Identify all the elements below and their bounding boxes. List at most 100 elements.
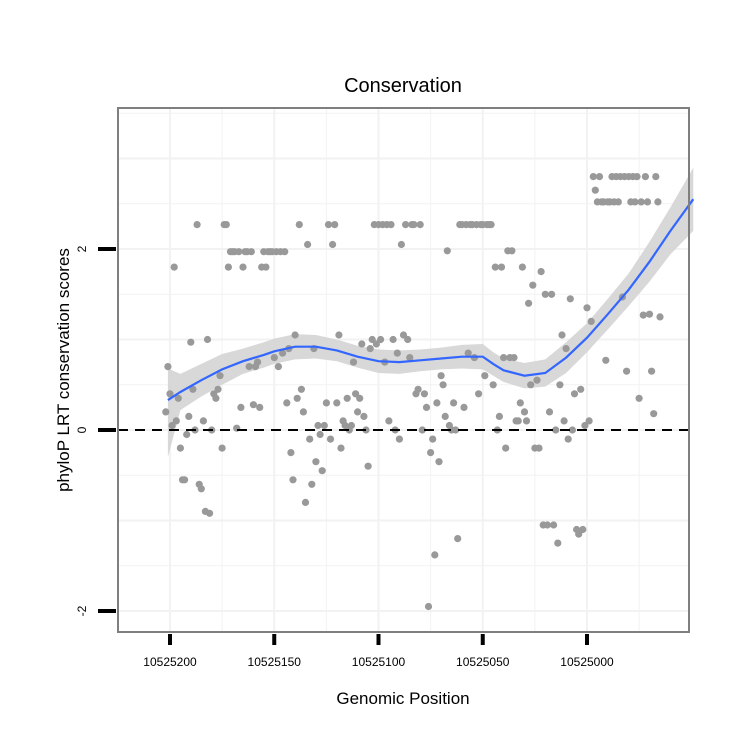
data-point <box>489 381 497 389</box>
data-point <box>287 449 295 457</box>
data-point <box>368 335 376 344</box>
data-point <box>187 338 195 346</box>
data-point <box>203 335 212 344</box>
data-point <box>552 426 560 434</box>
data-point <box>247 248 255 256</box>
data-point <box>487 221 495 229</box>
data-point <box>522 417 531 425</box>
data-point <box>556 381 564 389</box>
data-point <box>475 390 483 398</box>
data-point <box>414 385 422 393</box>
data-point <box>212 394 220 402</box>
data-point <box>564 435 572 443</box>
data-point <box>643 198 652 206</box>
data-point <box>429 435 437 443</box>
data-point <box>324 221 333 229</box>
data-point <box>214 385 222 393</box>
data-point <box>587 317 595 325</box>
data-point <box>301 498 310 506</box>
data-point <box>297 385 305 393</box>
data-point <box>645 310 654 318</box>
data-point <box>314 421 322 430</box>
data-point <box>648 367 656 375</box>
data-point <box>635 394 643 402</box>
data-point <box>366 345 374 353</box>
data-point <box>518 263 527 271</box>
data-point <box>439 381 447 389</box>
data-point <box>299 408 307 416</box>
data-point <box>623 367 631 375</box>
data-point <box>372 340 380 348</box>
data-point <box>318 467 326 475</box>
data-point <box>270 354 278 362</box>
data-point <box>393 349 401 357</box>
y-axis: -2 0 2 <box>75 245 116 616</box>
data-point <box>360 412 368 420</box>
data-point <box>279 349 287 357</box>
data-point <box>508 247 516 255</box>
data-point <box>637 198 645 206</box>
data-point <box>316 430 324 439</box>
smooth-line <box>167 198 695 402</box>
data-point <box>164 363 172 371</box>
data-point <box>656 313 664 321</box>
data-points <box>162 173 664 611</box>
data-point <box>464 349 472 357</box>
data-point <box>329 240 337 249</box>
data-point <box>410 221 418 229</box>
y-axis-label: phyloP LRT conservation scores <box>54 248 73 492</box>
data-point <box>585 417 593 425</box>
data-point <box>500 354 508 362</box>
data-point <box>235 248 243 256</box>
data-point <box>491 263 499 271</box>
data-point <box>245 363 253 371</box>
data-point <box>347 421 355 430</box>
data-point <box>497 263 506 271</box>
data-point <box>326 435 335 443</box>
data-point <box>222 221 230 229</box>
data-point <box>176 444 184 452</box>
data-point <box>283 399 291 407</box>
data-point <box>274 363 282 371</box>
data-point <box>533 376 541 384</box>
data-point <box>256 403 264 411</box>
data-point <box>224 263 232 271</box>
data-point <box>333 399 341 407</box>
data-point <box>395 435 403 443</box>
data-point <box>206 509 214 517</box>
data-point <box>543 521 552 529</box>
data-point <box>249 401 257 409</box>
data-point <box>650 410 658 418</box>
data-point <box>652 173 660 181</box>
data-point <box>527 381 535 389</box>
data-point <box>481 372 489 380</box>
data-point <box>566 295 574 303</box>
data-point <box>581 421 589 430</box>
data-point <box>537 268 545 276</box>
data-point <box>454 535 462 543</box>
data-point <box>239 263 247 271</box>
data-point <box>510 354 518 362</box>
data-point <box>254 358 262 366</box>
x-axis: 10525200 10525150 10525100 10525050 10525000 <box>143 634 614 669</box>
data-point <box>525 299 533 307</box>
data-point <box>516 399 524 407</box>
chart-title: Conservation <box>344 75 462 97</box>
data-point <box>218 444 226 452</box>
data-point <box>337 444 345 452</box>
data-point <box>520 408 529 416</box>
y-tick-label: 0 <box>75 426 89 433</box>
data-point <box>385 417 393 425</box>
data-point <box>545 408 554 416</box>
data-point <box>262 263 270 271</box>
data-point <box>293 394 301 402</box>
data-point <box>631 198 639 206</box>
data-point <box>320 421 328 430</box>
data-point <box>199 417 207 425</box>
data-point <box>514 417 522 425</box>
data-point <box>343 394 351 402</box>
data-point <box>595 173 604 181</box>
data-point <box>541 290 549 298</box>
x-tick-label: 10525000 <box>560 655 614 669</box>
